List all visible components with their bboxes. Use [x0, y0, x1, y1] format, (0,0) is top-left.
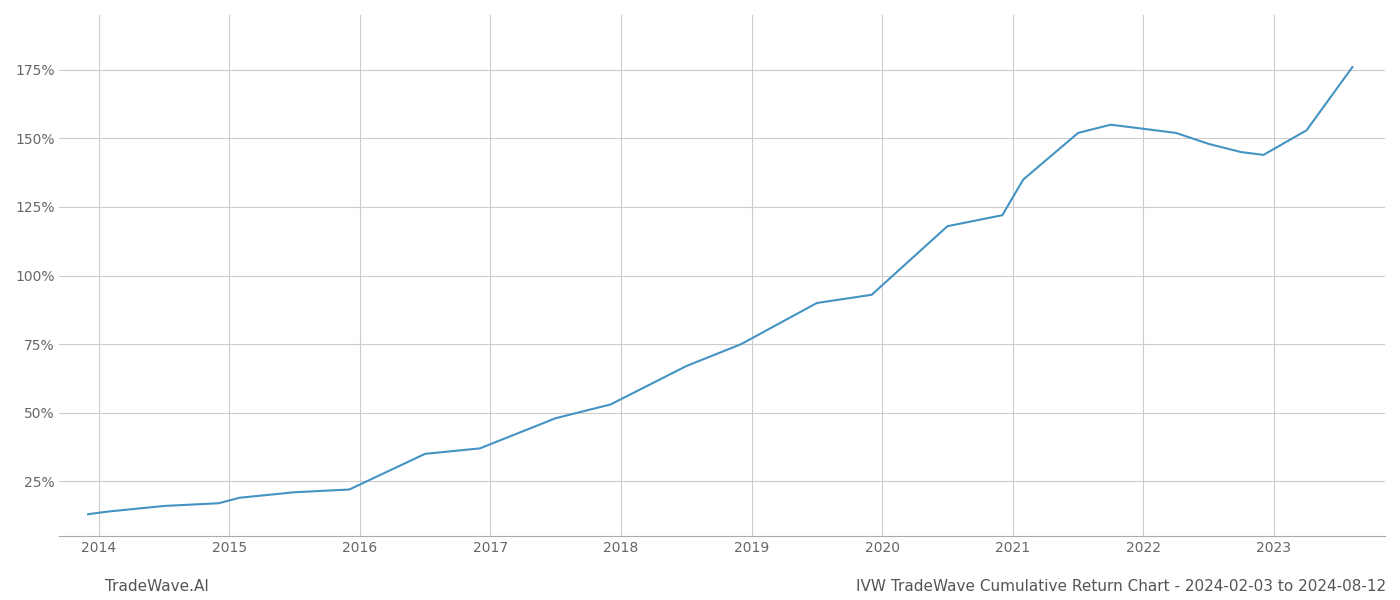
- Text: TradeWave.AI: TradeWave.AI: [105, 579, 209, 594]
- Text: IVW TradeWave Cumulative Return Chart - 2024-02-03 to 2024-08-12: IVW TradeWave Cumulative Return Chart - …: [855, 579, 1386, 594]
